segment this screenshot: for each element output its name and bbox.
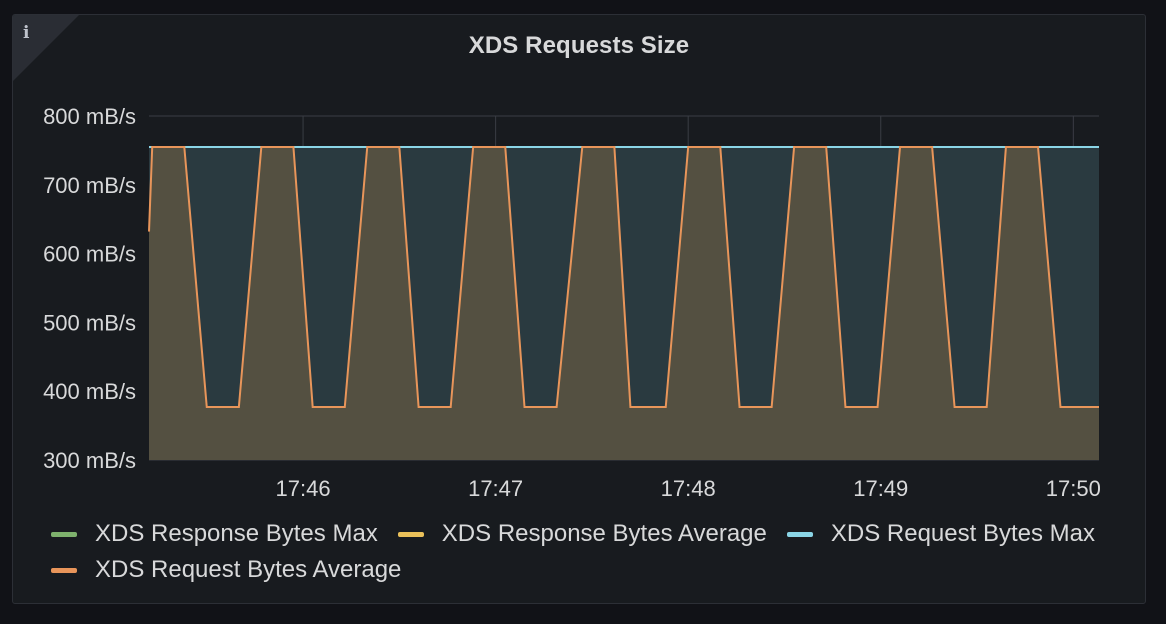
legend-label: XDS Request Bytes Average [95,556,402,583]
legend-swatch [51,531,77,537]
x-tick-label: 17:47 [468,476,523,501]
x-tick-label: 17:49 [853,476,908,501]
series-line [148,145,1099,409]
x-tick-label: 17:48 [661,476,716,501]
y-tick-label: 600 mB/s [43,242,136,267]
y-tick-label: 300 mB/s [43,448,136,473]
legend-item[interactable]: XDS Request Bytes Average [51,556,401,584]
legend-swatch [51,567,77,573]
legend-swatch [786,531,813,537]
y-tick-label: 400 mB/s [43,379,136,404]
series-lines [148,145,1099,409]
panel-title[interactable]: XDS Requests Size [468,32,690,59]
legend-label: XDS Response Bytes Average [441,520,767,547]
chart-svg: 300 mB/s 400 mB/s 500 mB/s 600 mB/s 700 mB/s… [43,104,1101,501]
x-tick-label: 17:46 [276,476,331,501]
chart-panel: i XDS Requests Size 300 mB/s 400 mB/s 500 … [12,14,1146,604]
legend-item[interactable]: XDS Request Bytes Max [786,520,1095,548]
legend-label: XDS Request Bytes Max [830,520,1095,547]
info-corner [13,15,79,81]
info-icon[interactable]: i [23,23,30,43]
legend-label: XDS Response Bytes Max [95,520,378,547]
y-tick-label: 700 mB/s [43,173,136,198]
x-axis: 17:46 17:47 17:48 17:49 17:50 [276,476,1101,501]
legend: XDS Response Bytes Max XDS Response Bytes… [51,520,1131,584]
legend-item[interactable]: XDS Response Bytes Max [51,520,378,548]
legend-item[interactable]: XDS Response Bytes Average [397,520,767,548]
y-tick-label: 500 mB/s [43,310,136,335]
x-tick-label: 17:50 [1046,476,1101,501]
legend-swatch [397,531,424,537]
y-tick-label: 800 mB/s [43,104,136,129]
y-axis: 300 mB/s 400 mB/s 500 mB/s 600 mB/s 700 mB/s… [43,104,136,473]
